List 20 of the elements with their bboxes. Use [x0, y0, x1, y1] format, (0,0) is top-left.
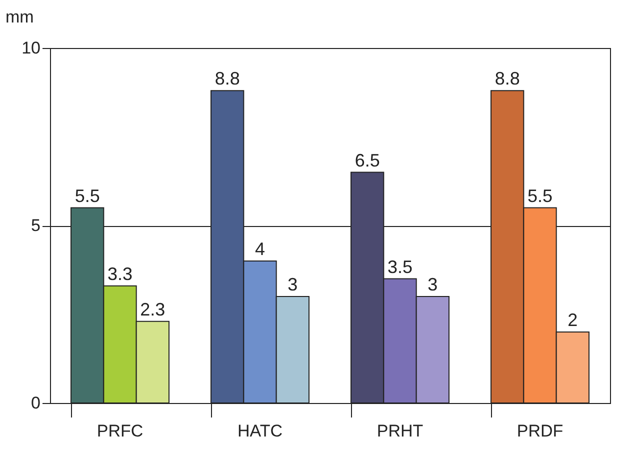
x-tick-label: PRHT [376, 422, 424, 440]
data-label: 8.8 [214, 68, 240, 89]
data-label: 5.5 [74, 186, 100, 206]
data-label: 3.5 [387, 256, 413, 277]
x-tick-label: PRDF [516, 422, 564, 440]
data-label: 2 [568, 310, 578, 330]
data-label: 3 [428, 274, 438, 294]
data-label: 5.5 [527, 186, 553, 206]
data-label: 3.3 [107, 264, 133, 284]
data-label: 6.5 [354, 150, 380, 170]
y-tick-label: 10 [22, 38, 40, 58]
data-label: 8.8 [494, 68, 520, 89]
x-tick-label: PRFC [96, 422, 144, 440]
data-label: 4 [254, 239, 266, 259]
y-tick-label: 0 [31, 394, 40, 412]
y-axis-title: mm [6, 8, 34, 26]
y-tick-label: 5 [31, 216, 40, 235]
data-label: 2.3 [140, 299, 166, 320]
x-tick-label: HATC [237, 422, 283, 440]
data-label: 3 [288, 274, 298, 294]
